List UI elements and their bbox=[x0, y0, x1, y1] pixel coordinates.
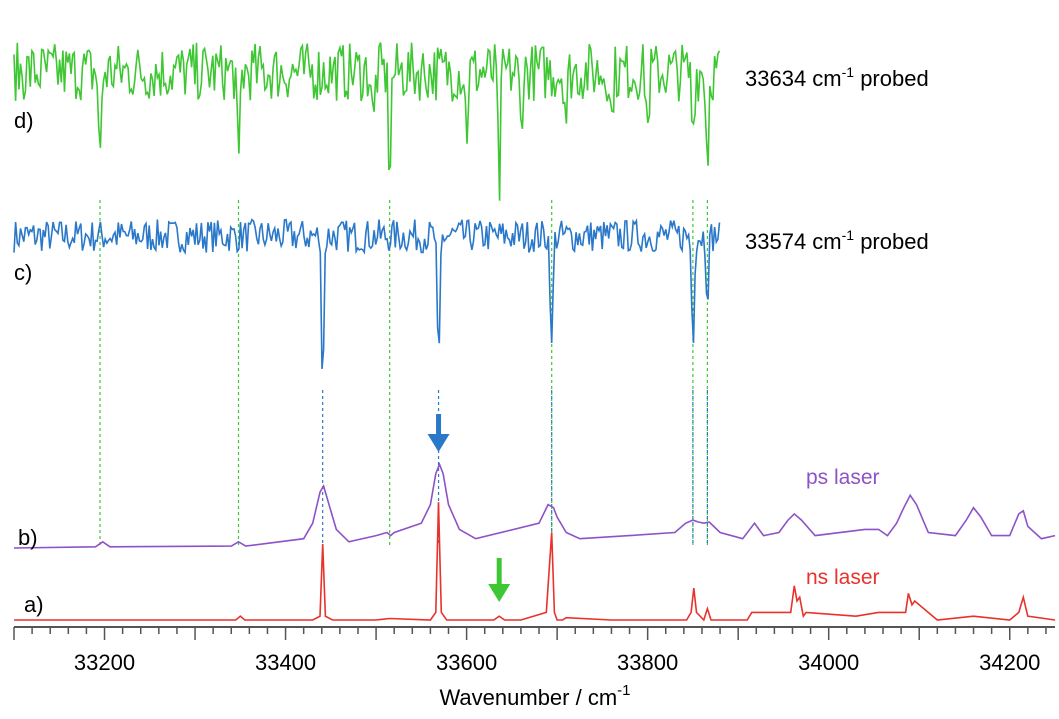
x-tick-label: 33600 bbox=[436, 650, 497, 675]
series-label-ps: ps laser bbox=[806, 466, 880, 489]
trace-b-line bbox=[13, 462, 1056, 549]
probe-label-c: 33574 cm-1 probed bbox=[745, 227, 929, 254]
arrow-head-0 bbox=[427, 434, 450, 452]
arrow-head-1 bbox=[488, 584, 511, 602]
x-tick-label: 33400 bbox=[255, 650, 316, 675]
x-tick-label: 34200 bbox=[979, 650, 1040, 675]
x-axis-title: Wavenumber / cm-1 bbox=[439, 682, 630, 710]
guide-lines bbox=[99, 200, 708, 548]
series-label-ns: ns laser bbox=[806, 566, 880, 589]
trace-letter-d: d) bbox=[14, 108, 34, 133]
trace-d-line bbox=[13, 42, 721, 201]
peak-arrows bbox=[427, 414, 511, 602]
trace-c-line bbox=[13, 218, 721, 369]
trace-a-line bbox=[14, 502, 1056, 622]
x-tick-label: 33200 bbox=[74, 650, 135, 675]
trace-labels: d) c) b) a) 33634 cm-1 probed 33574 cm-1… bbox=[14, 64, 929, 617]
trace-letter-c: c) bbox=[14, 260, 32, 285]
trace-letter-b: b) bbox=[18, 525, 38, 550]
probe-label-d: 33634 cm-1 probed bbox=[745, 64, 929, 91]
x-tick-label: 34000 bbox=[798, 650, 859, 675]
x-axis-ticks: 33200 33400 33600 33800 34000 34200 bbox=[13, 627, 1047, 675]
trace-letter-a: a) bbox=[24, 592, 44, 617]
x-tick-label: 33800 bbox=[617, 650, 678, 675]
spectra-traces bbox=[13, 42, 1056, 622]
